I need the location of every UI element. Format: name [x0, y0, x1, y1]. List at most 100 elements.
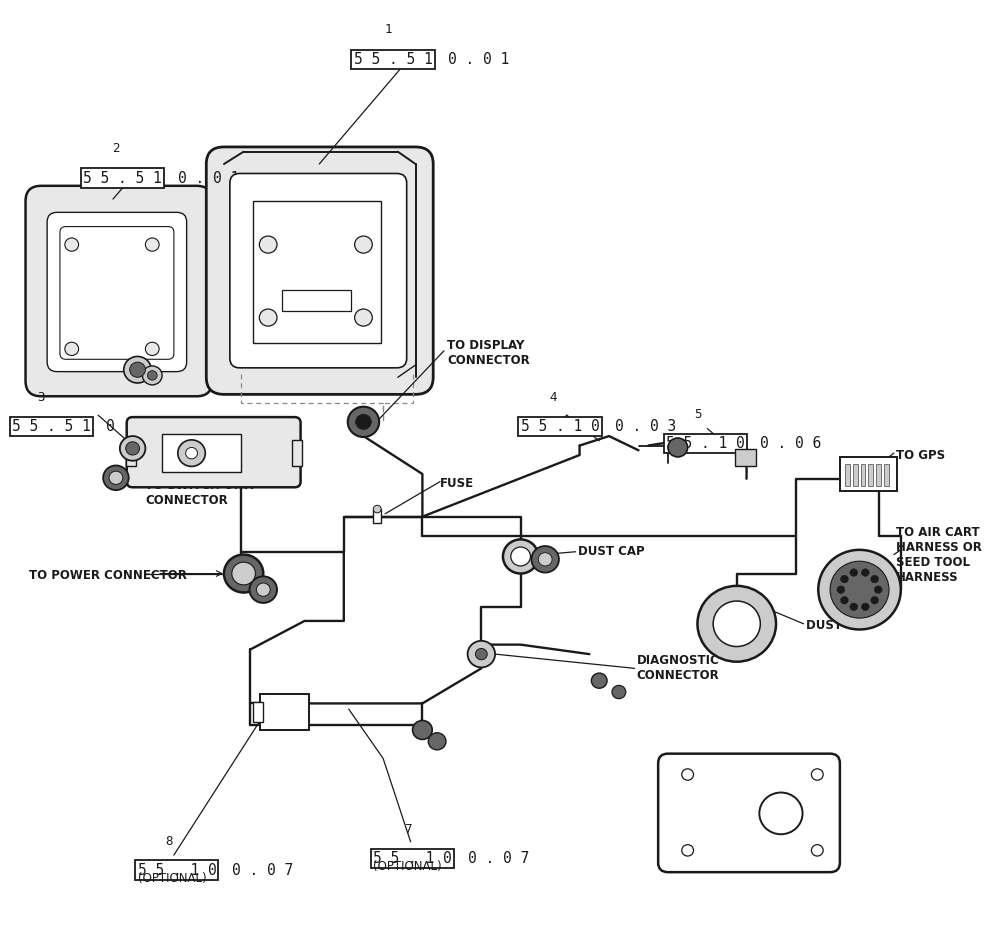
Text: (OPTIONAL): (OPTIONAL) [373, 860, 442, 873]
Bar [840, 457, 897, 491]
Circle shape [65, 342, 79, 356]
Text: TO AIR CART
HARNESS OR
SEED TOOL
HARNESS: TO AIR CART HARNESS OR SEED TOOL HARNESS [896, 525, 982, 584]
Text: DIAGNOSTIC
CONNECTOR: DIAGNOSTIC CONNECTOR [637, 654, 719, 683]
Circle shape [355, 309, 372, 326]
Text: TO SWITCH UNIT
CONNECTOR: TO SWITCH UNIT CONNECTOR [145, 479, 257, 507]
Text: 0 . 0 2: 0 . 0 2 [106, 419, 167, 434]
Bar [373, 509, 381, 523]
Circle shape [413, 720, 432, 739]
FancyBboxPatch shape [26, 186, 212, 396]
FancyBboxPatch shape [230, 173, 407, 368]
FancyBboxPatch shape [206, 147, 433, 394]
Text: 8: 8 [165, 834, 173, 848]
Bar [126, 440, 136, 466]
Circle shape [818, 550, 901, 629]
Text: 0 . 0 7: 0 . 0 7 [232, 863, 293, 878]
Circle shape [861, 569, 869, 576]
Text: TO GPS: TO GPS [896, 448, 945, 462]
Circle shape [103, 465, 129, 490]
Circle shape [120, 436, 145, 461]
Circle shape [126, 442, 139, 455]
Circle shape [811, 769, 823, 780]
Text: 5: 5 [694, 408, 701, 421]
Circle shape [468, 641, 495, 667]
Circle shape [147, 371, 157, 380]
Circle shape [871, 575, 879, 583]
Circle shape [124, 356, 151, 383]
Circle shape [109, 471, 123, 484]
Circle shape [259, 309, 277, 326]
Text: 7: 7 [404, 823, 411, 836]
Circle shape [356, 414, 371, 429]
Circle shape [65, 238, 79, 251]
Circle shape [830, 561, 889, 618]
Bar [162, 434, 241, 472]
Circle shape [713, 601, 760, 647]
Text: 0 . 0 1: 0 . 0 1 [448, 52, 509, 67]
Bar [292, 440, 302, 466]
Bar [845, 464, 850, 486]
Circle shape [224, 555, 263, 592]
Text: 5 5 . 5 1: 5 5 . 5 1 [83, 171, 162, 186]
Bar [683, 768, 710, 804]
Text: 5 5 . 5 1: 5 5 . 5 1 [354, 52, 432, 67]
Text: 3: 3 [38, 391, 45, 404]
Circle shape [259, 236, 277, 253]
FancyBboxPatch shape [47, 212, 187, 372]
Circle shape [511, 547, 530, 566]
Text: 5 5 . 5 1: 5 5 . 5 1 [12, 419, 91, 434]
Text: 0 . 0 7: 0 . 0 7 [468, 851, 529, 866]
Text: 5 5 . 1 0: 5 5 . 1 0 [373, 851, 452, 866]
Text: 1: 1 [384, 23, 392, 36]
Circle shape [841, 575, 848, 583]
Bar [884, 464, 889, 486]
Text: 5 5 . 1 0: 5 5 . 1 0 [521, 419, 599, 434]
Circle shape [850, 603, 858, 611]
Bar [861, 464, 865, 486]
Circle shape [428, 733, 446, 750]
Circle shape [697, 586, 776, 662]
Text: 0 . 0 1: 0 . 0 1 [178, 171, 239, 186]
Circle shape [256, 583, 270, 596]
Text: 4: 4 [549, 391, 557, 404]
Bar [876, 464, 881, 486]
Circle shape [682, 769, 694, 780]
Circle shape [145, 238, 159, 251]
Text: 0 . 0 3: 0 . 0 3 [615, 419, 676, 434]
Circle shape [475, 648, 487, 660]
Circle shape [682, 845, 694, 856]
Circle shape [759, 793, 803, 834]
Circle shape [811, 845, 823, 856]
Circle shape [250, 576, 277, 603]
Text: 5 5 . 1 0: 5 5 . 1 0 [666, 436, 745, 451]
Circle shape [355, 236, 372, 253]
Text: TO POWER CONNECTOR: TO POWER CONNECTOR [29, 569, 187, 582]
Circle shape [531, 546, 559, 573]
Bar [253, 702, 263, 722]
FancyBboxPatch shape [127, 417, 301, 487]
Circle shape [503, 539, 538, 574]
Circle shape [186, 447, 197, 459]
Circle shape [668, 438, 688, 457]
FancyBboxPatch shape [658, 754, 840, 872]
Circle shape [373, 505, 381, 513]
Circle shape [130, 362, 145, 377]
Circle shape [591, 673, 607, 688]
Circle shape [538, 553, 552, 566]
Circle shape [850, 569, 858, 576]
Circle shape [841, 596, 848, 604]
Text: 2: 2 [112, 142, 120, 155]
Circle shape [145, 342, 159, 356]
Circle shape [232, 562, 255, 585]
Text: FUSE: FUSE [440, 477, 474, 490]
Text: 0 . 0 6: 0 . 0 6 [760, 436, 822, 451]
Bar [868, 464, 873, 486]
Bar [853, 464, 858, 486]
Text: DUST CAP: DUST CAP [578, 545, 644, 558]
Circle shape [874, 586, 882, 593]
Circle shape [837, 586, 845, 593]
Text: (OPTIONAL): (OPTIONAL) [138, 872, 206, 885]
Bar [260, 694, 309, 730]
Circle shape [871, 596, 879, 604]
Circle shape [612, 685, 626, 699]
